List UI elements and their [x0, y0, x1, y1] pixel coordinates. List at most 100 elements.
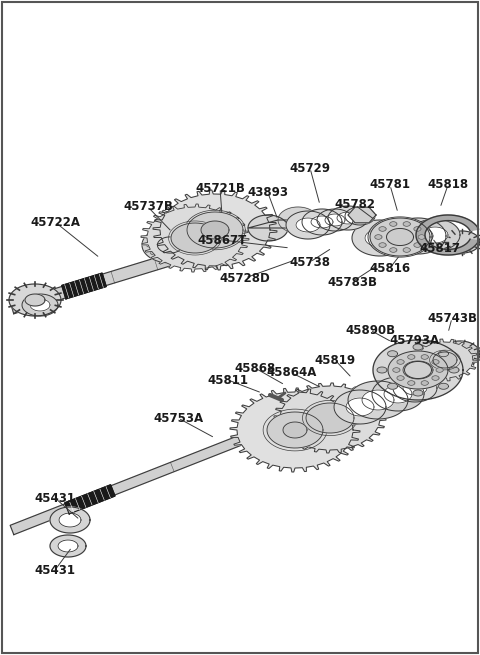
Polygon shape	[352, 212, 368, 220]
Polygon shape	[267, 412, 323, 448]
Polygon shape	[274, 383, 386, 453]
Polygon shape	[412, 339, 478, 381]
Polygon shape	[141, 204, 249, 272]
Polygon shape	[153, 190, 277, 270]
Polygon shape	[30, 299, 50, 311]
Polygon shape	[58, 540, 78, 552]
Polygon shape	[410, 219, 460, 251]
Polygon shape	[348, 381, 408, 419]
Polygon shape	[10, 214, 302, 314]
Polygon shape	[370, 218, 430, 256]
Polygon shape	[283, 422, 307, 438]
Polygon shape	[408, 381, 415, 385]
Text: 45890B: 45890B	[345, 324, 395, 337]
Polygon shape	[390, 218, 446, 254]
Text: 45816: 45816	[370, 261, 410, 274]
Polygon shape	[160, 255, 167, 259]
Polygon shape	[230, 388, 360, 472]
Polygon shape	[22, 294, 58, 316]
Polygon shape	[403, 248, 410, 252]
Text: 45782: 45782	[335, 198, 375, 212]
Polygon shape	[390, 248, 397, 252]
Polygon shape	[436, 367, 443, 372]
Polygon shape	[414, 243, 421, 248]
Polygon shape	[387, 383, 397, 389]
Polygon shape	[248, 220, 318, 228]
Text: 45817: 45817	[420, 242, 460, 255]
Polygon shape	[397, 376, 404, 381]
Polygon shape	[362, 390, 394, 410]
Polygon shape	[183, 250, 190, 255]
Text: 45721B: 45721B	[195, 181, 245, 195]
Polygon shape	[449, 367, 459, 373]
Polygon shape	[187, 243, 193, 247]
Polygon shape	[62, 273, 106, 299]
Polygon shape	[146, 243, 153, 247]
Polygon shape	[173, 255, 180, 259]
Polygon shape	[413, 344, 423, 350]
Polygon shape	[390, 221, 397, 226]
Polygon shape	[444, 231, 480, 253]
Polygon shape	[432, 360, 439, 364]
Polygon shape	[345, 207, 375, 225]
Polygon shape	[384, 385, 412, 403]
Polygon shape	[375, 234, 382, 239]
Polygon shape	[348, 207, 376, 223]
Text: 45811: 45811	[207, 373, 249, 386]
Polygon shape	[379, 227, 386, 231]
Polygon shape	[59, 513, 81, 527]
Polygon shape	[433, 352, 457, 368]
Text: 45738: 45738	[289, 255, 331, 269]
Text: 45431: 45431	[35, 491, 75, 504]
Text: 45864A: 45864A	[267, 367, 317, 379]
Polygon shape	[352, 220, 408, 256]
Polygon shape	[302, 209, 342, 235]
Polygon shape	[160, 231, 167, 235]
Polygon shape	[438, 383, 448, 389]
Polygon shape	[388, 351, 448, 389]
Polygon shape	[397, 360, 404, 364]
Polygon shape	[317, 209, 353, 231]
Polygon shape	[408, 355, 415, 360]
Polygon shape	[296, 218, 320, 232]
Polygon shape	[173, 231, 180, 235]
Polygon shape	[416, 215, 479, 255]
Polygon shape	[393, 374, 437, 402]
Polygon shape	[157, 237, 182, 253]
Polygon shape	[328, 206, 368, 230]
Polygon shape	[25, 294, 45, 306]
Text: 45867T: 45867T	[197, 233, 247, 246]
Polygon shape	[413, 390, 423, 396]
Polygon shape	[183, 235, 190, 240]
Polygon shape	[150, 250, 157, 255]
Polygon shape	[413, 355, 444, 377]
Text: 45431: 45431	[35, 563, 75, 576]
Polygon shape	[373, 340, 463, 400]
Polygon shape	[278, 207, 318, 233]
Text: 45818: 45818	[427, 179, 468, 191]
Polygon shape	[311, 216, 333, 228]
Polygon shape	[387, 350, 397, 357]
Text: 43893: 43893	[248, 187, 288, 200]
Text: 45793A: 45793A	[390, 333, 440, 346]
Polygon shape	[50, 507, 90, 533]
Polygon shape	[201, 221, 229, 239]
Text: 45819: 45819	[314, 354, 356, 367]
Polygon shape	[438, 350, 448, 357]
Polygon shape	[248, 215, 288, 241]
Polygon shape	[377, 367, 387, 373]
Polygon shape	[418, 234, 425, 239]
Polygon shape	[379, 243, 386, 248]
Polygon shape	[372, 377, 424, 411]
Text: 45737B: 45737B	[123, 200, 173, 214]
Polygon shape	[286, 211, 330, 239]
Polygon shape	[50, 535, 86, 557]
Polygon shape	[421, 355, 428, 360]
Polygon shape	[440, 237, 460, 252]
Polygon shape	[393, 367, 400, 372]
Polygon shape	[365, 229, 395, 247]
Polygon shape	[306, 403, 354, 433]
Text: 45868: 45868	[234, 362, 276, 375]
Polygon shape	[440, 341, 480, 367]
Polygon shape	[187, 212, 243, 248]
